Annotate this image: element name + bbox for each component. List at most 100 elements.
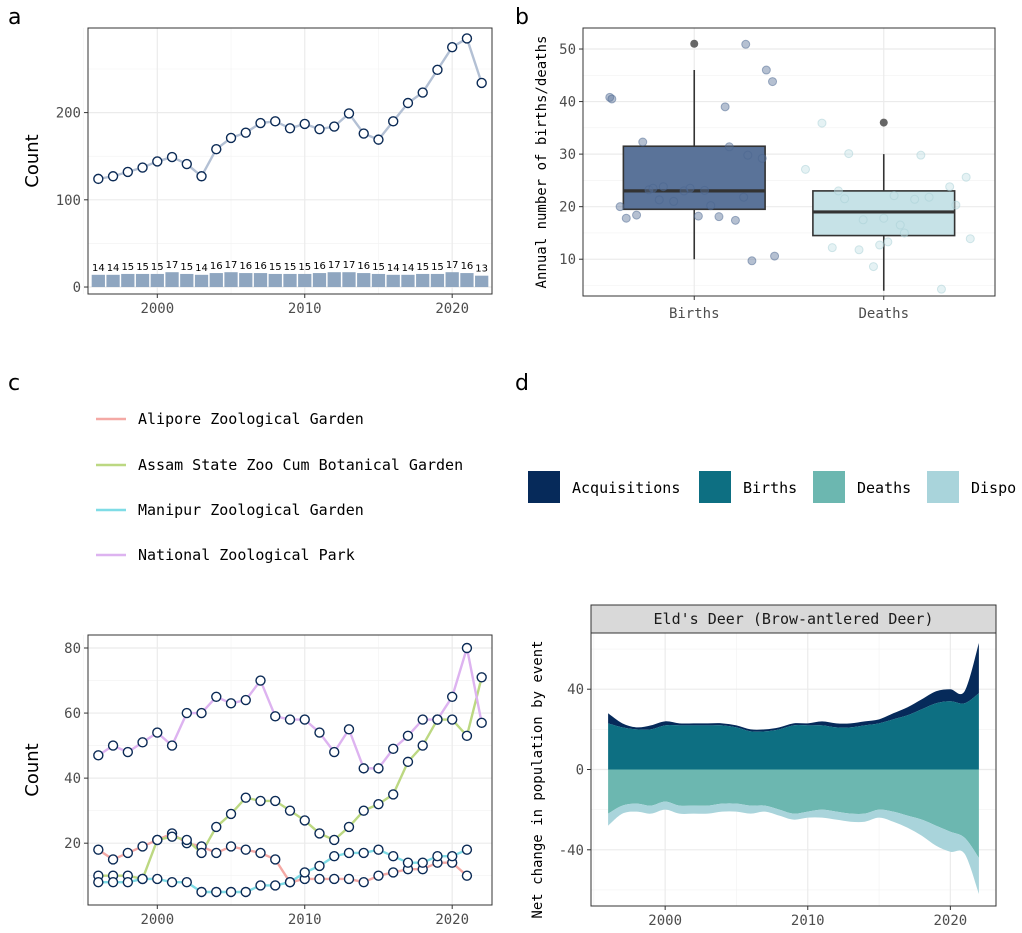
a-y-tick-label: 0	[73, 280, 81, 296]
b-jitter-point	[936, 284, 946, 294]
a-bar	[312, 273, 327, 288]
panel-label-b: b	[515, 5, 529, 30]
a-bar	[430, 273, 445, 288]
c-point	[402, 857, 414, 868]
d-legend-key	[927, 471, 959, 503]
d-legend-label: Deaths	[857, 479, 911, 497]
c-point	[358, 877, 369, 888]
b-jitter-point	[844, 149, 854, 159]
a-bar	[253, 273, 268, 288]
b-jitter-point	[875, 240, 885, 250]
c-point	[181, 707, 192, 719]
b-jitter-point	[658, 182, 668, 192]
b-jitter-point	[648, 183, 658, 193]
b-x-tick-label: Births	[669, 306, 720, 322]
c-y-axis-title: Count	[22, 743, 43, 796]
a-bar	[135, 273, 150, 288]
c-point	[270, 795, 281, 807]
a-bar-label: 16	[313, 261, 326, 272]
b-outlier	[690, 39, 699, 48]
d-x-tick-label: 2000	[648, 913, 682, 929]
d-area-births	[608, 693, 979, 770]
a-point	[402, 97, 414, 109]
a-point	[166, 151, 178, 163]
a-bar-label: 16	[357, 261, 370, 272]
c-point	[358, 763, 369, 774]
a-bar	[416, 273, 430, 288]
b-jitter-point	[883, 237, 893, 247]
c-point	[373, 870, 384, 881]
b-jitter-point	[827, 243, 837, 253]
c-point	[432, 714, 443, 725]
c-point	[461, 642, 473, 654]
c-point	[225, 886, 237, 898]
c-point	[329, 851, 340, 862]
a-bar	[91, 274, 105, 288]
a-bar-label: 14	[92, 263, 105, 274]
a-panel-border	[87, 27, 493, 295]
c-legend-label: Alipore Zoological Garden	[138, 410, 364, 428]
c-point	[196, 707, 207, 719]
a-point	[211, 144, 222, 155]
a-point	[358, 128, 369, 139]
b-jitter-point	[685, 183, 695, 193]
d-y-axis-title: Net change in population by event	[530, 640, 546, 918]
a-bar	[209, 273, 223, 288]
c-point	[211, 847, 222, 859]
c-panel-border	[87, 634, 493, 906]
c-point	[461, 730, 473, 742]
panel-label-d: d	[515, 371, 529, 396]
panel-label-c: c	[8, 371, 20, 396]
a-bar	[239, 273, 253, 288]
a-point	[329, 121, 340, 132]
b-jitter-point	[700, 185, 710, 195]
b-box	[622, 145, 766, 211]
a-bar-label: 15	[298, 262, 311, 273]
b-jitter-point	[720, 102, 730, 112]
c-point	[93, 877, 104, 888]
c-point	[446, 691, 458, 703]
a-bar	[268, 273, 282, 288]
a-point	[93, 173, 104, 185]
b-jitter-point	[757, 153, 767, 163]
a-point	[373, 134, 384, 145]
a-bar	[342, 272, 356, 288]
b-jitter-point	[868, 262, 878, 272]
b-jitter-point	[899, 228, 909, 238]
a-point	[240, 127, 251, 138]
a-point	[181, 158, 192, 170]
a-bar-label: 16	[239, 261, 252, 272]
chart-d: 2000 2010 2020 -40 0 40 Eld's Deer (Brow-antle…	[528, 471, 1016, 929]
b-jitter-point	[965, 234, 975, 244]
a-point	[284, 123, 296, 134]
c-point	[329, 834, 340, 846]
b-jitter-point	[747, 256, 757, 266]
a-point	[446, 41, 458, 53]
c-point	[402, 756, 414, 768]
c-point	[343, 847, 355, 859]
c-point	[225, 841, 237, 852]
a-bar	[401, 274, 415, 288]
b-jitter-point	[945, 182, 955, 192]
c-legend-label: National Zoological Park	[138, 546, 355, 564]
c-point	[314, 860, 325, 872]
c-point	[402, 730, 414, 742]
d-strip	[590, 604, 997, 634]
a-bar-label: 15	[431, 262, 444, 273]
c-point	[270, 854, 281, 865]
a-point	[270, 116, 281, 127]
a-bar-label: 15	[136, 262, 149, 273]
c-point	[122, 746, 134, 758]
c-point	[284, 877, 296, 888]
d-y-tick-label: -40	[559, 843, 584, 859]
b-jitter-point	[730, 215, 740, 225]
b-x-tick-label: Deaths	[858, 306, 909, 322]
d-x-tick-label: 2020	[934, 913, 968, 929]
c-point	[137, 737, 148, 748]
c-point	[299, 815, 310, 826]
a-point	[225, 132, 237, 144]
c-point	[314, 828, 325, 839]
a-bar	[121, 273, 135, 288]
c-point	[417, 857, 428, 868]
a-y-axis-title: Count	[22, 134, 43, 187]
